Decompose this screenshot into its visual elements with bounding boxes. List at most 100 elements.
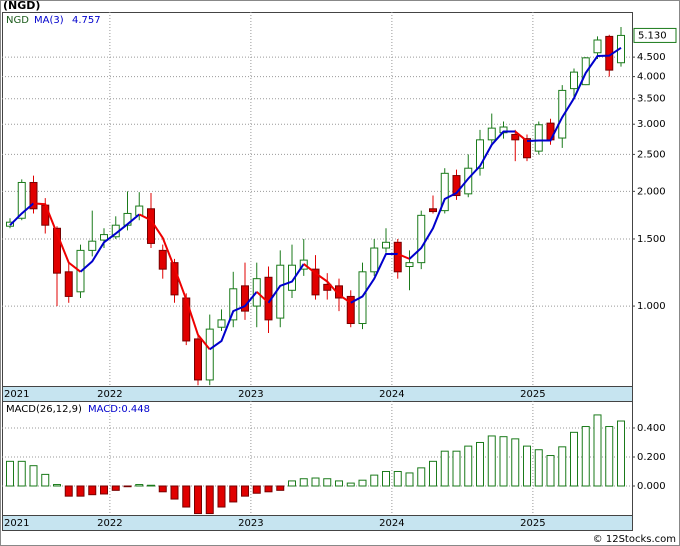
ma-line — [138, 213, 211, 350]
macd-bar — [100, 485, 108, 495]
candle-body — [100, 234, 108, 241]
y-tick-label: 0.400 — [637, 423, 666, 434]
macd-bar — [534, 449, 543, 487]
candle-body — [135, 205, 144, 216]
x-tick-label: 2022 — [97, 518, 122, 529]
candle-body — [217, 319, 226, 328]
macd-bar — [182, 485, 191, 508]
macd-bar — [393, 470, 402, 487]
macd-bar — [170, 485, 179, 500]
macd-bar — [523, 445, 531, 487]
macd-bar — [464, 445, 473, 487]
macd-bar — [205, 485, 214, 515]
macd-bar — [6, 460, 14, 487]
chart-title: (NGD) — [3, 0, 40, 12]
candle-body — [523, 138, 531, 159]
y-tick-label: 2.000 — [637, 186, 666, 197]
x-tick-label: 2024 — [379, 518, 404, 529]
candle-body — [311, 268, 320, 296]
candle-body — [476, 139, 484, 169]
ma-line — [526, 46, 622, 143]
macd-bar — [64, 485, 73, 497]
y-tick-label: 0.000 — [637, 481, 666, 492]
y-tick-label: 1.000 — [637, 301, 666, 312]
macd-bar — [605, 426, 614, 487]
candle-body — [276, 264, 285, 319]
macd-bar — [558, 446, 567, 487]
macd-bar — [476, 441, 484, 487]
x-axis-band — [2, 515, 633, 531]
y-tick-label: 2.500 — [637, 149, 666, 160]
candle-body — [534, 124, 543, 152]
candle-body — [64, 271, 73, 297]
x-tick-label: 2021 — [4, 389, 29, 400]
macd-bar — [346, 482, 355, 487]
candle-body — [429, 208, 437, 213]
candle-body — [464, 167, 473, 195]
candle-body — [88, 240, 97, 251]
y-tick-label: 4.500 — [637, 52, 666, 63]
footer: © 12Stocks.com — [593, 534, 676, 545]
macd-bar — [358, 479, 367, 487]
macd-bar — [252, 485, 261, 494]
macd-bar — [617, 420, 625, 487]
candle-body — [570, 71, 578, 90]
candle-body — [405, 262, 414, 268]
y-tick-label: 3.000 — [637, 119, 666, 130]
candle-body — [511, 133, 520, 141]
ma-line — [514, 130, 528, 142]
macd-bar — [111, 485, 120, 491]
macd-bar — [323, 478, 332, 487]
ma-line — [9, 202, 35, 226]
candle-body — [158, 249, 167, 270]
macd-bar — [264, 485, 273, 493]
candle-body — [593, 39, 602, 54]
macd-bar — [487, 435, 496, 487]
price-panel — [2, 12, 633, 387]
x-tick-label: 2021 — [4, 518, 29, 529]
y-tick-label: 1.500 — [637, 234, 666, 245]
macd-bar — [88, 485, 97, 496]
macd-bar — [41, 473, 50, 487]
macd-bar — [546, 455, 555, 487]
ma-line — [408, 130, 516, 260]
macd-bar — [29, 465, 38, 487]
macd-bar — [123, 485, 132, 488]
candle-body — [417, 214, 426, 264]
ma-line — [209, 291, 258, 351]
legend-ma-value: 4.757 — [72, 15, 101, 26]
macd-bar — [276, 485, 285, 491]
candle-body — [229, 288, 238, 321]
x-tick-label: 2022 — [97, 389, 122, 400]
macd-bar — [229, 485, 238, 503]
legend-ma: MA(3) — [34, 15, 64, 26]
macd-bar — [194, 485, 202, 515]
macd-bar — [370, 474, 379, 487]
macd-bar — [581, 426, 590, 487]
macd-bar — [452, 450, 461, 487]
macd-bar — [405, 472, 414, 487]
ma-line — [33, 202, 82, 273]
macd-bar — [593, 414, 602, 487]
x-tick-label: 2024 — [379, 389, 404, 400]
macd-bar — [135, 484, 144, 487]
macd-bar — [17, 460, 26, 487]
ma-line — [303, 263, 352, 304]
candle-body — [205, 328, 214, 381]
candle-body — [487, 127, 496, 141]
macd-bar — [158, 485, 167, 493]
x-tick-label: 2023 — [238, 389, 263, 400]
candle-body — [346, 295, 355, 325]
y-tick-label: 4.000 — [637, 72, 666, 83]
macd-bar — [440, 450, 449, 487]
ma-line — [256, 291, 270, 304]
macd-bar — [335, 480, 343, 487]
candle-body — [382, 241, 390, 249]
macd-bar — [570, 431, 578, 487]
candle-body — [440, 172, 449, 212]
candle-body — [370, 247, 379, 273]
candle-body — [323, 283, 332, 291]
x-tick-label: 2025 — [520, 389, 545, 400]
ma-line — [267, 263, 305, 304]
macd-bar — [288, 480, 296, 487]
